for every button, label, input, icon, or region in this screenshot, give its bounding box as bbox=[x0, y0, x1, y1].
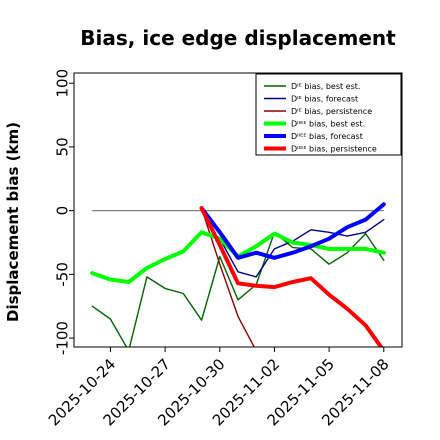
y-axis-label: Displacement bias (km) bbox=[4, 122, 22, 322]
series-line-2 bbox=[219, 218, 385, 278]
y-tick-label: 0 bbox=[53, 206, 71, 216]
y-tick-label: 50 bbox=[53, 137, 71, 156]
series-line-1 bbox=[91, 231, 385, 347]
series-line-5 bbox=[199, 202, 386, 260]
legend-label-1: Dᴵᴱ bias, best est. bbox=[291, 82, 360, 91]
legend-label-6: Dᴵᴵᴱᴱ bias, persistence bbox=[291, 145, 377, 154]
legend-label-4: Dᴵᴵᴱᴱ bias, best est. bbox=[291, 120, 365, 129]
series-line-6 bbox=[199, 206, 384, 347]
series-layer bbox=[90, 202, 386, 347]
y-ticks: 100 50 0 -50 -100 bbox=[53, 69, 74, 355]
y-tick-label: -50 bbox=[53, 262, 71, 287]
plot-frame bbox=[73, 72, 403, 348]
x-ticks: 2025-10-242025-10-272025-10-302025-11-02… bbox=[45, 347, 393, 429]
legend: Dᴵᴱ bias, best est. Dᴵᴱ bias, forecast Dᴵᴱ… bbox=[255, 73, 402, 156]
y-tick-label: -100 bbox=[53, 321, 71, 355]
legend-label-5: Dᴵᴵᴱᴱ bias, forecast bbox=[291, 132, 363, 141]
y-tick-label: 100 bbox=[53, 69, 71, 98]
legend-label-2: Dᴵᴱ bias, forecast bbox=[291, 95, 358, 104]
chart-title: Bias, ice edge displacement bbox=[80, 26, 396, 50]
legend-box bbox=[255, 73, 402, 156]
legend-label-3: Dᴵᴱ bias, persistence bbox=[291, 107, 372, 116]
